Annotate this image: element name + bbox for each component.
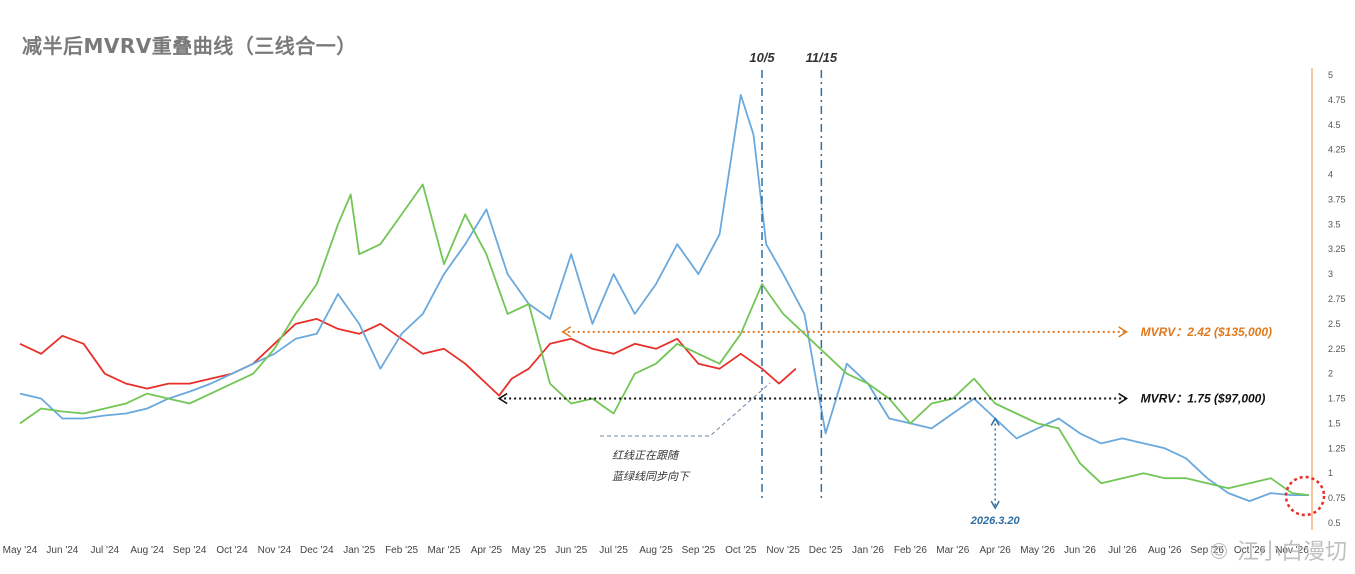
x-tick-label: Mar '25 [427, 545, 460, 556]
x-tick-label: Apr '25 [471, 545, 503, 556]
x-tick-label: Oct '25 [725, 545, 757, 556]
chart-title: 减半后MVRV重叠曲线（三线合一） [22, 34, 357, 58]
x-tick-label: Sep '25 [682, 545, 716, 556]
x-tick-label: Aug '26 [1148, 545, 1182, 556]
x-tick-label: Aug '24 [130, 545, 164, 556]
x-tick-label: Sep '24 [173, 545, 207, 556]
x-tick-label: Apr '26 [980, 545, 1012, 556]
x-tick-label: Nov '26 [1275, 545, 1309, 556]
y-tick-label: 4.5 [1328, 120, 1341, 130]
date-arrow-head-bottom [990, 500, 1000, 510]
x-tick-label: Jul '24 [91, 545, 120, 556]
x-tick-label: May '25 [511, 545, 546, 556]
x-tick-label: Aug '25 [639, 545, 673, 556]
y-tick-label: 3.5 [1328, 219, 1341, 229]
x-tick-label: Jan '25 [343, 545, 375, 556]
y-tick-label: 1.75 [1328, 394, 1346, 404]
y-tick-label: 2.75 [1328, 294, 1346, 304]
hline-label-0: MVRV：2.42 ($135,000) [1141, 325, 1272, 339]
date-arrow-head-top [990, 416, 1000, 426]
x-tick-label: Sep '26 [1190, 545, 1224, 556]
y-tick-label: 2.5 [1328, 319, 1341, 329]
x-tick-label: May '24 [3, 545, 38, 556]
x-tick-label: Mar '26 [936, 545, 969, 556]
x-tick-label: Jul '25 [599, 545, 628, 556]
x-tick-label: Dec '25 [809, 545, 843, 556]
x-tick-label: Jan '26 [852, 545, 884, 556]
annotation-line-2: 蓝绿线同步向下 [612, 470, 691, 483]
y-tick-label: 1.25 [1328, 443, 1346, 453]
annotation-leader [600, 382, 771, 437]
x-tick-label: Dec '24 [300, 545, 334, 556]
x-tick-label: Oct '26 [1234, 545, 1266, 556]
x-tick-label: Jun '24 [46, 545, 78, 556]
x-tick-label: Jul '26 [1108, 545, 1137, 556]
x-tick-label: May '26 [1020, 545, 1055, 556]
series-line-1 [19, 94, 1309, 502]
x-tick-label: Feb '25 [385, 545, 418, 556]
x-tick-label: Jun '26 [1064, 545, 1096, 556]
y-tick-label: 1.5 [1328, 418, 1341, 428]
hline-arrow-left-1 [497, 392, 508, 405]
y-tick-label: 5 [1328, 70, 1333, 80]
date-label: 2026.3.20 [970, 515, 1021, 527]
y-tick-label: 3.75 [1328, 194, 1346, 204]
y-tick-label: 4.75 [1328, 95, 1346, 105]
annotation-line-1: 红线正在跟随 [612, 449, 680, 462]
series-line-2 [19, 183, 1310, 496]
y-tick-label: 3 [1328, 269, 1333, 279]
y-tick-label: 0.5 [1328, 518, 1341, 528]
vline-label-0: 10/5 [749, 50, 775, 65]
y-tick-label: 2 [1328, 369, 1333, 379]
hline-arrow-left-0 [561, 326, 572, 338]
y-tick-label: 3.25 [1328, 244, 1346, 254]
y-tick-label: 0.75 [1328, 493, 1346, 503]
vline-label-1: 11/15 [806, 50, 838, 65]
y-tick-label: 1 [1328, 468, 1333, 478]
x-tick-label: Feb '26 [894, 545, 927, 556]
x-tick-label: Nov '25 [766, 545, 800, 556]
y-tick-label: 4 [1328, 170, 1333, 180]
hline-arrow-right-1 [1118, 392, 1129, 405]
series-line-0 [19, 318, 797, 397]
y-tick-label: 2.25 [1328, 344, 1346, 354]
x-tick-label: Oct '24 [216, 545, 248, 556]
highlight-circle [1284, 475, 1326, 517]
x-tick-label: Jun '25 [555, 545, 587, 556]
hline-arrow-right-0 [1118, 326, 1129, 338]
y-tick-label: 4.25 [1328, 145, 1346, 155]
x-tick-label: Nov '24 [258, 545, 292, 556]
watermark: © 江小白漫切 [1208, 540, 1347, 565]
hline-label-1: MVRV：1.75 ($97,000) [1141, 392, 1266, 406]
